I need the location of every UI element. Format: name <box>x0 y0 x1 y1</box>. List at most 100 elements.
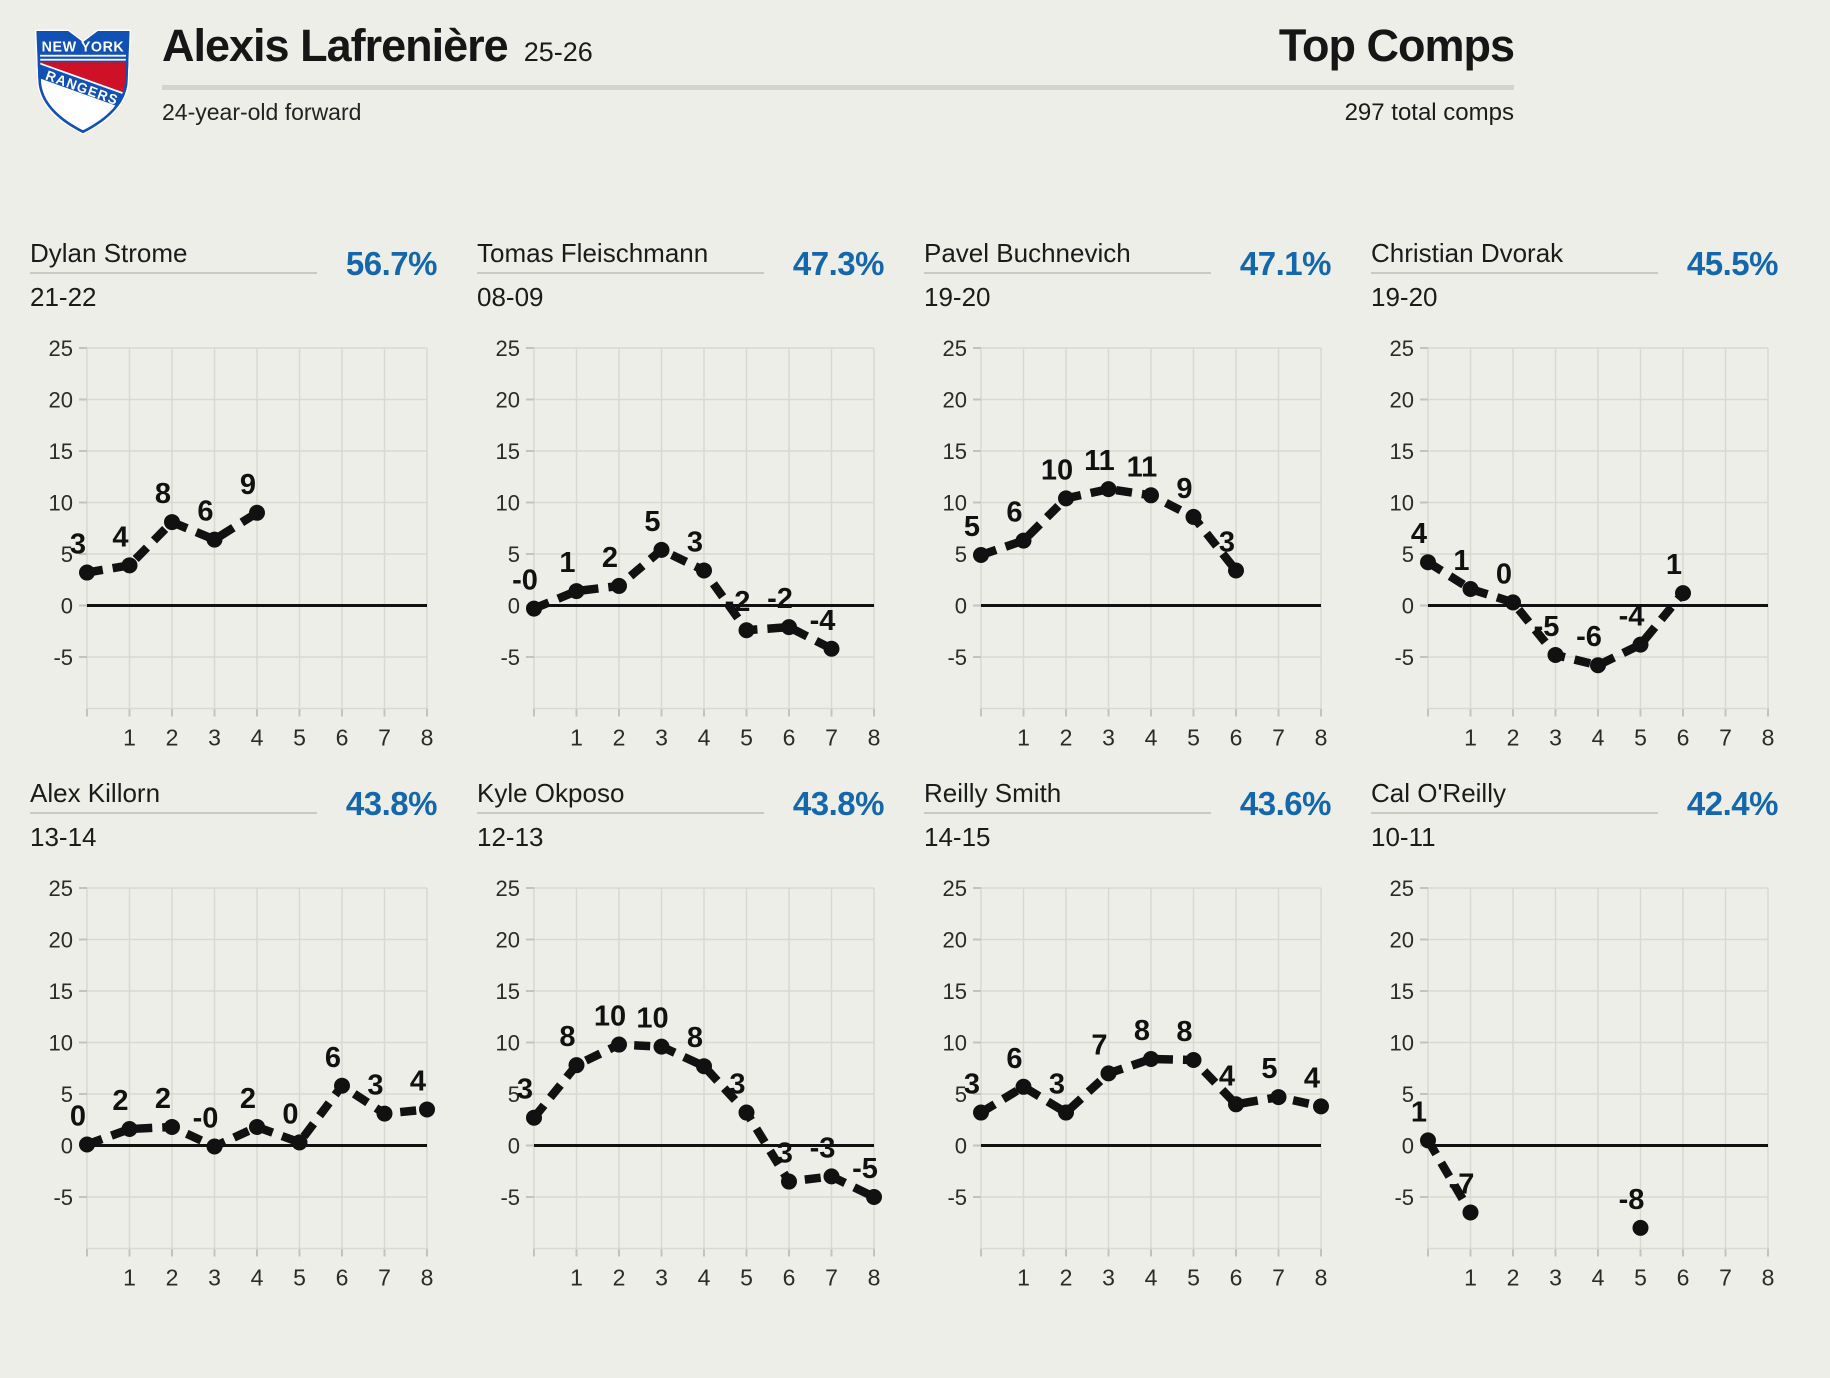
data-point <box>823 640 840 657</box>
y-tick-label: 10 <box>1390 491 1414 516</box>
comp-name-rule <box>477 812 764 814</box>
x-tick-label: 6 <box>783 725 796 751</box>
x-tick-label: 1 <box>1017 1265 1030 1291</box>
data-point-label: 10 <box>636 1003 668 1035</box>
data-point <box>1015 532 1032 549</box>
y-tick-label: 15 <box>943 979 967 1004</box>
y-tick-label: 25 <box>49 876 73 901</box>
shield-banner <box>36 62 130 112</box>
data-point-label: 8 <box>155 478 171 510</box>
comp-card-header: Alex Killorn 13-14 43.8% <box>30 776 438 880</box>
y-tick-label: -5 <box>1394 1185 1414 1210</box>
data-point-label: 6 <box>325 1042 341 1074</box>
data-point-label: -7 <box>1449 1168 1475 1200</box>
x-tick-label: 2 <box>613 1265 626 1291</box>
data-point <box>526 1109 542 1126</box>
data-point-label: -5 <box>1534 611 1560 643</box>
header-subtitle-row: 24-year-old forward 297 total comps <box>162 99 1514 127</box>
x-tick-label: 8 <box>421 1265 434 1291</box>
x-tick-label: 8 <box>868 725 881 751</box>
comp-card-7: Reilly Smith 14-15 43.6% 25 20 15 10 5 0 -5 1 2 3… <box>924 776 1332 1291</box>
y-tick-label: 5 <box>508 542 520 567</box>
data-point-label: -0 <box>193 1103 219 1135</box>
data-point-label: 3 <box>687 526 703 558</box>
y-tick-label: 15 <box>1390 439 1414 464</box>
data-point-label: 9 <box>240 469 256 501</box>
data-point <box>1185 1052 1202 1069</box>
data-point <box>1590 657 1606 674</box>
data-point <box>419 1101 435 1118</box>
x-tick-label: 6 <box>1230 725 1243 751</box>
data-point <box>1100 1065 1117 1082</box>
data-point-label: 8 <box>1134 1015 1150 1047</box>
x-tick-label: 5 <box>1187 725 1200 751</box>
comp-match-percentage: 43.6% <box>1239 785 1332 822</box>
page: NEW YORK RANGERS Alexis Lafrenière 25-26… <box>30 20 1779 1291</box>
rangers-shield-icon: NEW YORK RANGERS <box>34 29 132 135</box>
y-tick-label: 5 <box>1402 1082 1414 1107</box>
data-point <box>1058 490 1074 507</box>
data-point-label: 4 <box>112 521 128 553</box>
y-tick-label: 20 <box>1390 928 1414 953</box>
data-point-label: 1 <box>1453 545 1469 577</box>
data-point <box>866 1189 882 1205</box>
data-point <box>1270 1089 1287 1106</box>
data-point-label: 4 <box>410 1065 426 1097</box>
y-tick-label: -5 <box>500 1185 520 1210</box>
y-tick-label: 0 <box>508 1134 520 1159</box>
x-tick-label: 1 <box>123 1265 136 1291</box>
y-tick-label: 15 <box>1390 979 1414 1004</box>
data-point <box>1100 481 1117 498</box>
x-tick-label: 5 <box>293 1265 306 1291</box>
y-tick-label: 15 <box>49 439 73 464</box>
y-tick-label: 25 <box>1390 336 1414 361</box>
x-tick-label: 4 <box>1145 725 1158 751</box>
x-tick-label: 8 <box>1762 1265 1775 1291</box>
y-tick-label: -5 <box>53 1185 73 1210</box>
data-point <box>1313 1098 1329 1115</box>
comp-card-header: Reilly Smith 14-15 43.6% <box>924 776 1332 880</box>
y-tick-label: 25 <box>496 876 520 901</box>
data-point <box>738 1104 755 1121</box>
data-point-label: 4 <box>1411 518 1427 550</box>
x-tick-label: 8 <box>1315 1265 1328 1291</box>
x-tick-label: 4 <box>1145 1265 1158 1291</box>
y-tick-label: 25 <box>943 336 967 361</box>
comp-player-season: 12-13 <box>477 822 544 852</box>
y-tick-label: 25 <box>49 336 73 361</box>
data-point-label: 8 <box>559 1021 575 1053</box>
y-tick-label: 15 <box>943 439 967 464</box>
data-point-label: -2 <box>725 586 751 618</box>
x-tick-label: 2 <box>166 725 179 751</box>
data-point-label: 5 <box>1261 1053 1277 1085</box>
x-tick-label: 3 <box>1549 1265 1562 1291</box>
data-point <box>526 600 542 617</box>
data-point <box>738 622 755 639</box>
data-line <box>978 1054 1322 1117</box>
y-tick-label: -5 <box>53 645 73 670</box>
data-line <box>86 509 260 577</box>
comp-card-8: Cal O'Reilly 10-11 42.4% 25 20 15 10 5 0 -5 1 2 3… <box>1371 776 1779 1291</box>
x-tick-label: 5 <box>740 725 753 751</box>
data-line <box>530 1040 876 1201</box>
data-point <box>696 1058 712 1075</box>
x-tick-label: 7 <box>378 1265 391 1291</box>
x-tick-label: 5 <box>1634 1265 1647 1291</box>
y-tick-label: 15 <box>496 439 520 464</box>
comp-name-rule <box>924 812 1211 814</box>
data-point <box>973 1104 989 1121</box>
y-tick-label: 25 <box>1390 876 1414 901</box>
data-point-label: 5 <box>644 506 660 538</box>
data-point <box>611 1036 627 1053</box>
x-tick-label: 1 <box>123 725 136 751</box>
data-point-label: 6 <box>1006 497 1022 529</box>
data-point-label: 6 <box>197 496 213 528</box>
comp-match-percentage: 56.7% <box>345 245 438 282</box>
data-point-label: -8 <box>1619 1184 1645 1216</box>
y-tick-label: -5 <box>947 1185 967 1210</box>
x-tick-label: 5 <box>293 725 306 751</box>
data-point-label: 0 <box>70 1100 86 1132</box>
